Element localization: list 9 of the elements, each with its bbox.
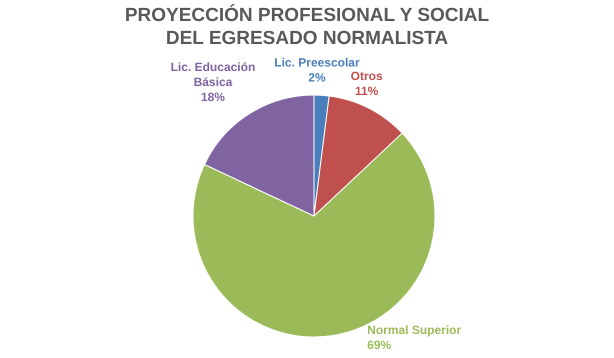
slice-label: Otros: [350, 68, 383, 83]
slice-label: Lic. Educación Básica: [170, 60, 256, 89]
data-label: 11%: [354, 84, 379, 98]
data-label: 2%: [308, 70, 326, 84]
slice-label: Normal Superior: [367, 323, 462, 337]
slice-label: Lic. Preescolar: [274, 55, 360, 70]
data-label: 69%: [367, 338, 392, 352]
data-label: 18%: [200, 90, 226, 104]
chart-title: PROYECCIÓN PROFESIONAL Y SOCIAL DEL EGRESADO NORMALISTA: [124, 4, 490, 50]
